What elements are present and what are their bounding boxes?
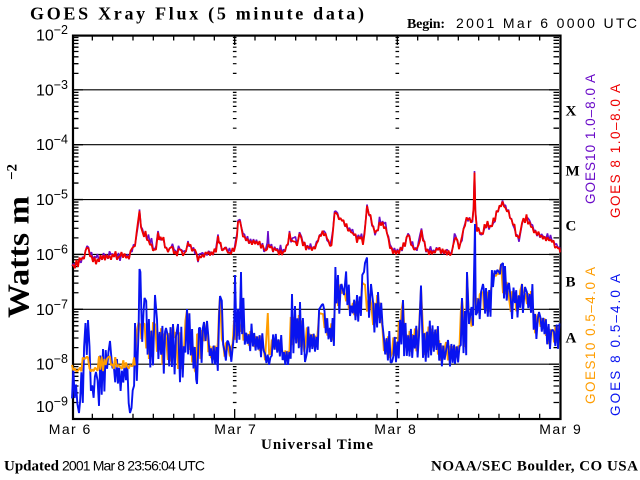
svg-text:NOAA/SEC Boulder, CO USA: NOAA/SEC Boulder, CO USA: [431, 459, 638, 475]
svg-text:GOES10 0.5–4.0 A: GOES10 0.5–4.0 A: [583, 267, 598, 404]
svg-text:Mar 6: Mar 6: [49, 421, 91, 437]
svg-text:Universal Time: Universal Time: [261, 437, 373, 453]
svg-text:Updated: Updated: [4, 459, 60, 475]
svg-text:10−5: 10−5: [36, 188, 68, 210]
svg-text:10−9: 10−9: [36, 395, 68, 417]
svg-text:10−3: 10−3: [36, 78, 68, 100]
svg-text:Mar 7: Mar 7: [214, 421, 256, 437]
svg-text:GOES10 1.0–8.0 A: GOES10 1.0–8.0 A: [583, 74, 598, 204]
svg-text:10−8: 10−8: [36, 352, 68, 374]
svg-text:10−7: 10−7: [36, 297, 68, 319]
svg-text:10−2: 10−2: [36, 23, 68, 45]
svg-text:Begin:: Begin:: [407, 17, 445, 32]
svg-text:Mar 8: Mar 8: [374, 421, 416, 437]
svg-text:A: A: [566, 331, 577, 347]
svg-text:GOES 8 0.5–4.0 A: GOES 8 0.5–4.0 A: [608, 274, 623, 416]
svg-text:B: B: [566, 275, 576, 291]
svg-text:10−6: 10−6: [36, 242, 68, 264]
svg-text:GOES Xray Flux (5 minute data): GOES Xray Flux (5 minute data): [30, 4, 364, 25]
svg-text:M: M: [566, 164, 580, 180]
svg-text:−2: −2: [5, 164, 21, 180]
svg-text:10−4: 10−4: [36, 133, 68, 155]
svg-text:Watts m: Watts m: [1, 196, 36, 318]
svg-text:C: C: [566, 219, 577, 235]
svg-text:GOES 8 1.0–8.0 A: GOES 8 1.0–8.0 A: [608, 84, 623, 218]
svg-text:2001 Mar 6 0000 UTC: 2001 Mar 6 0000 UTC: [456, 15, 637, 31]
svg-text:X: X: [566, 104, 577, 120]
svg-text:2001 Mar 8 23:56:04 UTC: 2001 Mar 8 23:56:04 UTC: [62, 458, 205, 474]
svg-text:Mar 9: Mar 9: [539, 421, 581, 437]
